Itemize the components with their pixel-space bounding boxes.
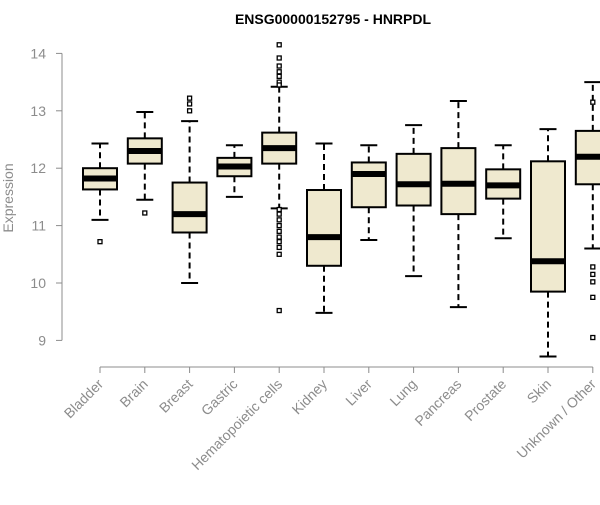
x-tick-label: Gastric xyxy=(198,376,241,419)
x-tick-label: Unknown / Other xyxy=(513,376,599,462)
outlier-point xyxy=(590,294,596,301)
x-tick-label: Prostate xyxy=(461,376,509,424)
outlier-point xyxy=(186,108,193,114)
box-breast xyxy=(171,95,208,284)
x-tick-label: Kidney xyxy=(289,376,331,418)
x-tick-label: Breast xyxy=(156,376,196,416)
outlier-point xyxy=(276,55,282,61)
outlier-point xyxy=(276,222,282,229)
box-unknown-other xyxy=(574,81,600,341)
outlier-point xyxy=(276,69,282,75)
outlier-point xyxy=(186,101,193,107)
outlier-point xyxy=(186,95,193,101)
outlier-point xyxy=(590,271,596,278)
boxes xyxy=(82,42,600,358)
outlier-point xyxy=(276,251,282,257)
chart-title: ENSG00000152795 - HNRPDL xyxy=(235,11,432,27)
outlier-point xyxy=(276,228,282,234)
outlier-point xyxy=(142,210,148,216)
y-axis-label: Expression xyxy=(0,163,16,232)
outlier-point xyxy=(276,244,282,251)
box-body xyxy=(530,160,566,293)
outlier-point xyxy=(276,307,282,314)
outlier-point xyxy=(590,264,596,270)
outlier-point xyxy=(276,42,282,48)
outlier-point xyxy=(276,73,282,80)
box-body xyxy=(350,161,387,209)
x-tick-label: Brain xyxy=(116,376,150,410)
outlier-point xyxy=(276,63,282,69)
outlier-point xyxy=(276,217,282,223)
box-gastric xyxy=(216,144,253,198)
box-kidney xyxy=(306,142,342,314)
outlier-point xyxy=(276,206,282,213)
y-tick-label: 10 xyxy=(30,275,46,291)
box-hematopoietic-cells xyxy=(261,42,298,314)
outlier-point xyxy=(276,82,282,88)
outlier-point xyxy=(590,334,596,341)
box-body xyxy=(395,152,432,207)
box-body xyxy=(306,189,342,267)
outlier-point xyxy=(276,239,282,245)
y-tick-label: 9 xyxy=(38,332,46,348)
x-tick-label: Lung xyxy=(386,376,419,409)
box-body xyxy=(171,181,208,234)
outlier-point xyxy=(276,211,282,217)
outlier-point xyxy=(97,239,103,245)
box-skin xyxy=(530,128,566,358)
y-tick-label: 14 xyxy=(30,45,46,61)
x-tick-label: Liver xyxy=(342,376,375,409)
outlier-point xyxy=(590,279,596,285)
y-tick-label: 13 xyxy=(30,103,46,119)
y-tick-label: 12 xyxy=(30,160,46,176)
x-tick-label: Skin xyxy=(524,376,555,407)
box-bladder xyxy=(82,142,118,245)
x-tick-label: Bladder xyxy=(61,376,107,422)
box-brain xyxy=(126,110,163,216)
box-liver xyxy=(350,144,387,241)
box-prostate xyxy=(485,144,522,240)
box-lung xyxy=(395,124,432,278)
box-pancreas xyxy=(440,100,477,309)
x-tick-label: Pancreas xyxy=(411,376,464,429)
y-tick-label: 11 xyxy=(31,218,46,234)
y-axis: 9 10 11 12 13 14 xyxy=(30,45,63,348)
outlier-point xyxy=(590,99,596,105)
outlier-point xyxy=(276,234,282,240)
